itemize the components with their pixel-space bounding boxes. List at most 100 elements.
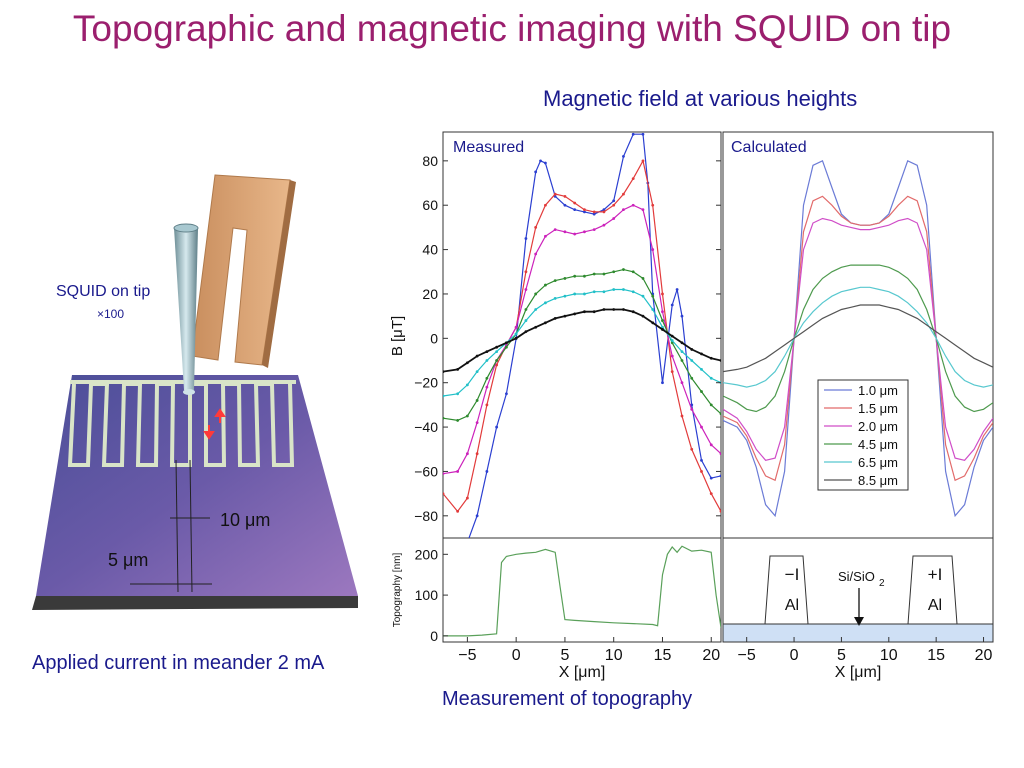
measured-series-point xyxy=(709,356,713,360)
measured-series-point xyxy=(661,381,664,385)
measured-series-point xyxy=(465,414,469,418)
measured-series-point xyxy=(651,294,655,298)
measured-ytick-label: 0 xyxy=(430,330,438,346)
measured-series-point xyxy=(563,277,567,280)
current-arrows xyxy=(203,408,226,440)
measured-series-point xyxy=(475,399,479,402)
measured-series-point xyxy=(719,509,721,513)
measured-series-point xyxy=(573,232,577,236)
measured-series-line xyxy=(443,268,721,422)
measured-series-point xyxy=(495,359,499,362)
measured-series-point xyxy=(456,470,460,473)
cross-section-xtick-label: 5 xyxy=(837,647,846,664)
topography-xtick-label: 0 xyxy=(512,647,521,664)
topography-ylabel: Topography [nm] xyxy=(392,553,403,628)
measured-series-point xyxy=(612,217,616,220)
measured-series-point xyxy=(602,208,606,212)
measured-series-point xyxy=(680,359,684,362)
topography-xtick-label: 15 xyxy=(654,647,672,664)
measured-series-point xyxy=(573,312,577,316)
measured-series-point xyxy=(680,350,684,354)
calculated-series-line xyxy=(723,195,993,482)
measured-series-point xyxy=(592,210,596,214)
measured-series-line xyxy=(468,133,721,538)
measured-series-point xyxy=(602,290,606,294)
measured-series-point xyxy=(690,403,694,407)
measured-series-point xyxy=(670,370,674,374)
measured-series-point xyxy=(622,155,625,158)
measured-series-point xyxy=(534,170,538,174)
measured-series-point xyxy=(583,208,586,212)
topography-xtick-label: 10 xyxy=(605,647,623,664)
measured-series-point xyxy=(612,199,616,203)
measured-series-point xyxy=(622,208,625,212)
measured-series-point xyxy=(670,303,674,307)
measured-series-point xyxy=(592,228,596,232)
topography-series-line xyxy=(443,545,721,637)
measured-series-point xyxy=(690,447,694,451)
measured-series-point xyxy=(641,208,645,212)
measured-series-point xyxy=(700,470,703,473)
measured-series-point xyxy=(719,452,721,456)
measured-ytick-label: 80 xyxy=(422,153,438,169)
measured-series-point xyxy=(700,425,703,429)
measured-series-point xyxy=(700,458,703,462)
measured-series-point xyxy=(524,319,528,322)
topography-ytick-label: 200 xyxy=(415,546,439,562)
measured-series-point xyxy=(505,345,508,349)
cross-section-xlabel: X [μm] xyxy=(835,664,882,681)
measured-series-point xyxy=(719,359,721,362)
measured-series-point xyxy=(495,425,499,429)
measured-series-point xyxy=(709,403,713,407)
measured-series-point xyxy=(465,383,469,387)
measured-series-point xyxy=(563,230,567,234)
measured-series-point xyxy=(709,476,713,480)
measured-series-point xyxy=(495,350,499,354)
topography-ytick-label: 100 xyxy=(415,587,439,603)
measured-series-point xyxy=(514,325,518,329)
measured-series-point xyxy=(563,314,567,318)
legend-entry: 2.0 μm xyxy=(858,419,898,434)
measured-series-point xyxy=(475,370,479,374)
dimension-lines xyxy=(130,459,212,593)
measured-panel-title: Measured xyxy=(453,139,524,156)
squid-tip xyxy=(174,228,198,390)
tuning-fork xyxy=(191,174,296,368)
meander-wire xyxy=(67,380,296,467)
measured-series-point xyxy=(563,203,567,207)
measured-series-point xyxy=(524,288,528,291)
measured-series-line xyxy=(443,159,721,513)
measured-series-point xyxy=(573,208,577,212)
measured-ytick-label: 60 xyxy=(422,197,438,213)
measured-series-point xyxy=(680,414,684,418)
measured-series-point xyxy=(485,385,489,389)
measured-series-point xyxy=(592,310,596,314)
chip-edge xyxy=(32,596,358,610)
calculated-series-line xyxy=(723,304,993,373)
cross-section-xtick-label: 20 xyxy=(975,647,993,664)
measured-series-point xyxy=(675,288,679,291)
measured-series-point xyxy=(524,330,528,334)
legend-entry: 1.5 μm xyxy=(858,401,898,416)
measured-series-point xyxy=(661,292,664,296)
measured-series-point xyxy=(475,354,479,358)
measured-series-point xyxy=(466,541,469,544)
measured-series-point xyxy=(690,407,694,411)
measured-series-point xyxy=(641,132,645,136)
measured-series-point xyxy=(709,443,713,447)
measured-series-point xyxy=(544,321,547,325)
measured-series-point xyxy=(631,203,635,207)
measured-series-point xyxy=(505,341,508,345)
measured-series-point xyxy=(631,132,635,136)
measured-series-point xyxy=(622,192,625,196)
measured-series-point xyxy=(553,316,557,320)
substrate-label: Si/SiO xyxy=(838,569,875,584)
measured-series-point xyxy=(539,159,542,163)
slide-title: Topographic and magnetic imaging with SQ… xyxy=(72,8,952,49)
topography-xtick-label: −5 xyxy=(458,647,476,664)
legend-entry: 8.5 μm xyxy=(858,473,898,488)
measured-series-point xyxy=(709,376,713,380)
measured-series-point xyxy=(563,294,567,298)
measured-series-point xyxy=(592,290,596,294)
